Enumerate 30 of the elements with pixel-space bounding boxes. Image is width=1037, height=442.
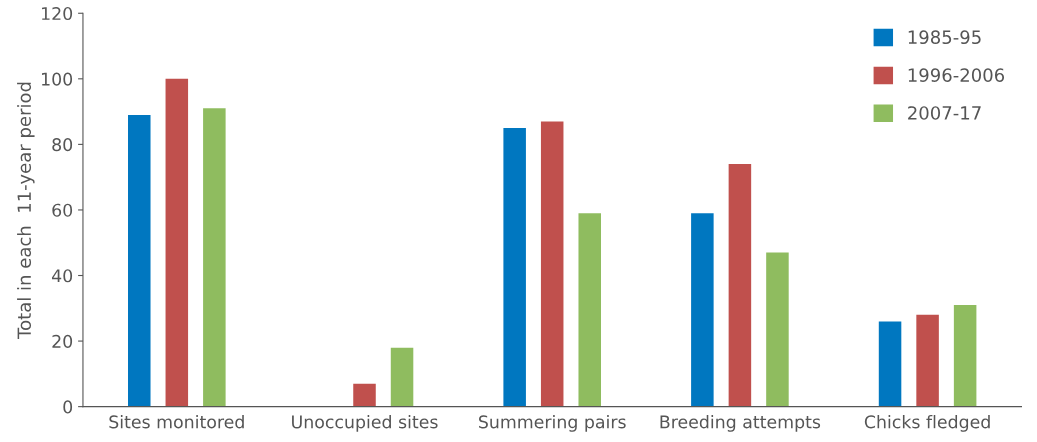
y-tick-label: 40 [51,269,73,283]
y-tick-label: 20 [52,334,73,348]
x-tick-label: Sites monitored [109,414,244,429]
y-axis-title: Total in each 11-year period [17,82,35,339]
bar [165,78,189,407]
legend-label: 1985-95 [908,30,981,45]
bar [728,164,752,407]
bar [540,121,564,407]
bar [953,305,977,407]
x-tick-label: Summering pairs [479,414,626,432]
bar [390,347,414,407]
legend-label: 1996-2006 [908,68,1005,82]
y-tick-label: 60 [52,203,73,217]
y-tick-label: 120 [42,6,73,21]
bar [353,383,376,407]
bar [691,213,714,407]
x-tick-label: Chicks fledged [864,414,990,432]
bar [203,108,226,407]
bar [128,114,151,407]
bar [878,321,902,407]
x-tick-label: Unoccupied sites [292,414,438,432]
bar [578,213,601,407]
legend-label: 2007-17 [908,106,981,120]
y-tick-label: 0 [63,400,73,414]
x-tick-label: Breeding attempts [660,414,821,432]
y-tick-label: 100 [42,72,73,86]
y-tick-label: 80 [52,138,73,152]
bar [503,128,526,407]
bar [916,314,939,407]
bar [766,252,789,407]
